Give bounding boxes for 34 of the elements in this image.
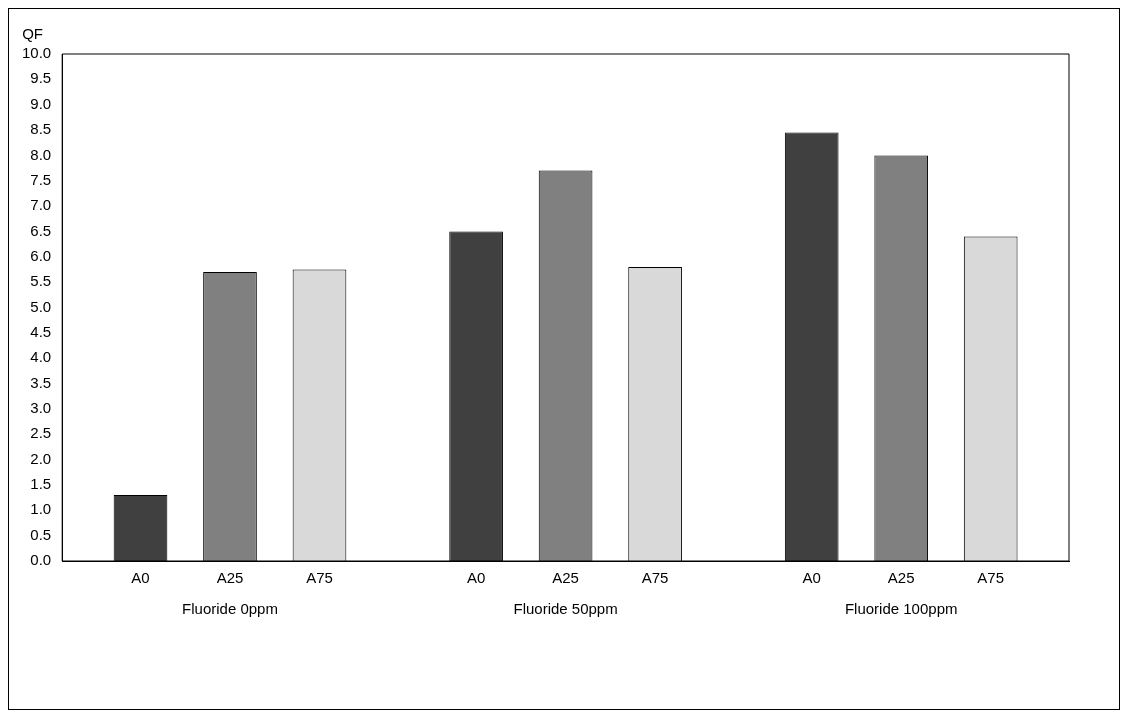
y-tick-label: 3.0 bbox=[30, 399, 52, 417]
series-label: A25 bbox=[216, 568, 244, 586]
series-label: A0 bbox=[131, 568, 150, 586]
y-tick-label: 8.0 bbox=[30, 145, 52, 163]
text: A25 bbox=[887, 568, 915, 586]
y-tick-label: 1.5 bbox=[30, 475, 52, 493]
y-tick-label: 0.0 bbox=[30, 551, 52, 569]
y-tick-label: 5.0 bbox=[30, 297, 52, 315]
y-tick-label: 7.0 bbox=[30, 196, 52, 214]
y-tick-label: 7.5 bbox=[30, 170, 52, 188]
text: A75 bbox=[641, 568, 669, 586]
y-tick-label: 8.5 bbox=[30, 120, 52, 138]
y-tick-label: 9.5 bbox=[30, 69, 52, 87]
y-axis-title: QF bbox=[22, 24, 44, 42]
text: A75 bbox=[977, 568, 1005, 586]
y-tick-label: 0.5 bbox=[30, 525, 52, 543]
y-tick-label: 6.5 bbox=[30, 221, 52, 239]
y-tick-label: 9.0 bbox=[30, 94, 52, 112]
y-tick-label: 3.5 bbox=[30, 373, 52, 391]
y-tick-label: 2.5 bbox=[30, 424, 52, 442]
y-tick-label: 5.5 bbox=[30, 272, 52, 290]
y-tick-label: 10.0 bbox=[21, 44, 52, 62]
text: A25 bbox=[552, 568, 579, 586]
x-tick-label: Fluoride 100ppm bbox=[844, 600, 958, 618]
y-tick-label: 6.0 bbox=[30, 246, 52, 264]
x-tick-label: Fluoride 50ppm bbox=[513, 600, 618, 618]
y-tick-label: 4.0 bbox=[30, 348, 52, 366]
text: A0 bbox=[802, 568, 821, 586]
x-tick-label: Fluoride 0ppm bbox=[182, 600, 278, 618]
y-tick-label: 4.5 bbox=[30, 322, 52, 340]
y-tick-label: 2.0 bbox=[30, 449, 52, 467]
y-tick-label: 1.0 bbox=[30, 500, 52, 518]
text: A0 bbox=[466, 568, 486, 586]
series-label: A75 bbox=[306, 568, 333, 586]
